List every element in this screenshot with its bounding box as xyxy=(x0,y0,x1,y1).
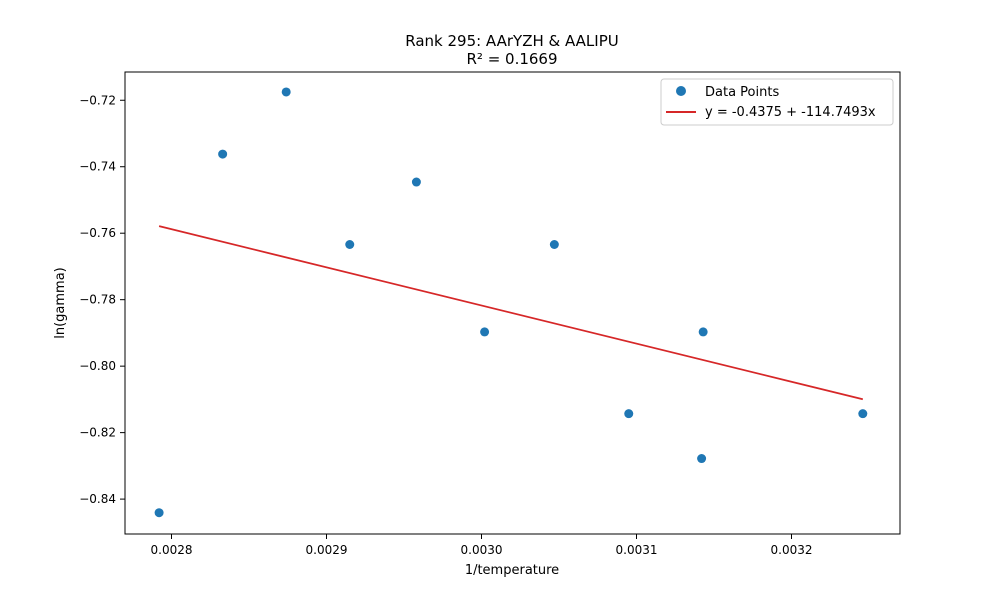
data-point xyxy=(480,327,490,337)
data-point xyxy=(698,327,708,337)
y-tick-label: −0.72 xyxy=(79,93,116,107)
y-tick-label: −0.76 xyxy=(79,226,116,240)
x-axis-label: 1/temperature xyxy=(465,563,559,578)
y-tick-label: −0.84 xyxy=(79,492,116,506)
y-axis-label: ln(gamma) xyxy=(53,267,68,339)
y-tick-label: −0.78 xyxy=(79,293,116,307)
scatter-points-group xyxy=(154,87,868,518)
x-tick-label: 0.0029 xyxy=(306,543,348,557)
y-axis-ticks: −0.72 −0.74 −0.76 −0.78 −0.80 −0.82 −0.84 xyxy=(79,93,125,506)
legend-box xyxy=(660,78,894,126)
data-point xyxy=(624,409,634,419)
data-point xyxy=(218,149,228,159)
x-tick-label: 0.0031 xyxy=(616,543,658,557)
x-tick-label: 0.0030 xyxy=(461,543,503,557)
x-tick-label: 0.0032 xyxy=(771,543,813,557)
data-point xyxy=(549,240,559,250)
chart-subtitle: R² = 0.1669 xyxy=(466,50,557,68)
legend-label-regression: y = -0.4375 + -114.7493x xyxy=(705,105,876,120)
legend-marker-data-points xyxy=(676,86,686,96)
data-point xyxy=(697,454,707,464)
data-point xyxy=(154,508,164,518)
legend-label-data-points: Data Points xyxy=(705,85,779,100)
y-tick-label: −0.80 xyxy=(79,359,116,373)
legend: Data Points y = -0.4375 + -114.7493x xyxy=(660,78,894,126)
plot-area xyxy=(125,72,900,534)
data-point xyxy=(345,240,355,250)
data-point xyxy=(411,177,421,187)
y-tick-label: −0.74 xyxy=(79,160,116,174)
x-tick-label: 0.0028 xyxy=(151,543,193,557)
regression-line-group xyxy=(158,225,864,401)
x-axis-ticks: 0.0028 0.0029 0.0030 0.0031 0.0032 xyxy=(151,534,813,557)
plot-frame xyxy=(124,71,901,535)
y-tick-label: −0.82 xyxy=(79,426,116,440)
regression-line xyxy=(158,225,864,401)
data-point xyxy=(858,409,868,419)
chart-title: Rank 295: AArYZH & AALIPU xyxy=(405,32,619,50)
data-point xyxy=(281,87,291,97)
